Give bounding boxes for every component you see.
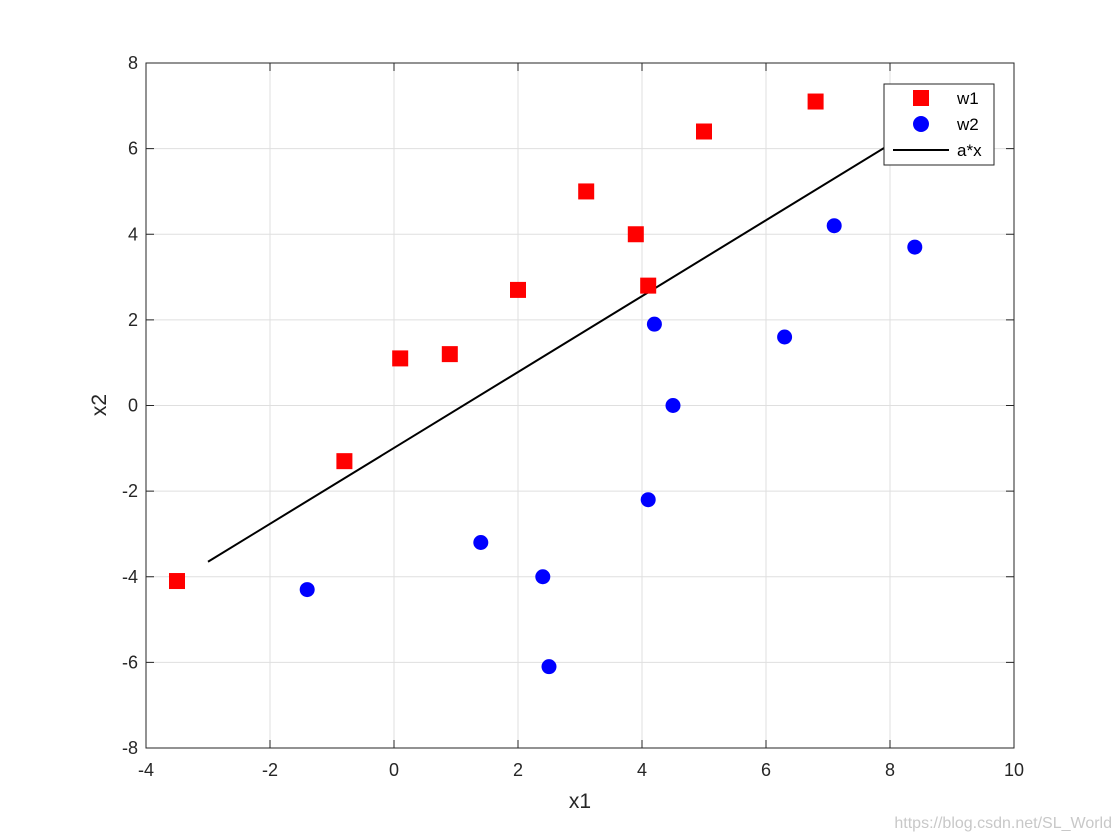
legend: w1 w2 a*x	[883, 83, 995, 166]
data-series	[169, 93, 923, 675]
point-w2	[299, 582, 315, 598]
y-tick-label: -8	[122, 738, 138, 758]
legend-marker-w2	[913, 116, 929, 132]
point-w2	[535, 569, 551, 585]
x-tick-label: 0	[389, 760, 399, 780]
x-tick-label: 2	[513, 760, 523, 780]
point-w1	[696, 123, 712, 140]
point-w2	[473, 535, 489, 550]
point-w1	[169, 573, 185, 590]
watermark: https://blog.csdn.net/SL_World	[894, 815, 1112, 832]
x-tick-label: -4	[138, 760, 154, 780]
point-w2	[640, 492, 656, 508]
legend-marker-w1	[913, 90, 929, 106]
y-tick-label: -2	[122, 481, 138, 501]
point-w2	[646, 316, 662, 332]
legend-label-w1: w1	[956, 89, 979, 108]
legend-label-w2: w2	[956, 115, 979, 134]
point-w1	[392, 350, 409, 367]
x-axis-label: x1	[569, 790, 591, 813]
y-tick-label: 2	[128, 310, 138, 330]
legend-box	[883, 83, 995, 166]
y-tick-label: 8	[128, 53, 138, 73]
point-w1	[510, 281, 526, 298]
point-w2	[541, 659, 557, 675]
x-tick-label: 4	[637, 760, 647, 780]
x-tick-label: 10	[1004, 760, 1024, 780]
x-tick-label: -2	[262, 760, 278, 780]
point-w2	[777, 329, 793, 345]
point-w1	[627, 226, 644, 243]
y-tick-label: 6	[128, 139, 138, 159]
legend-label-line: a*x	[957, 141, 982, 160]
x-tick-label: 8	[885, 760, 895, 780]
point-w2	[826, 218, 842, 234]
axis-ticks: -4 -2 0 2 4 6 8 10 -8 -6 -4 -2 0 2 4 6 8	[122, 53, 1024, 780]
y-tick-label: -4	[122, 567, 138, 587]
y-tick-label: 4	[128, 224, 138, 244]
series-line-a-x	[207, 143, 891, 563]
y-tick-label: 0	[128, 396, 138, 416]
point-w2	[907, 239, 923, 255]
y-tick-label: -6	[122, 652, 138, 672]
point-w1	[578, 183, 595, 200]
point-w1	[807, 93, 824, 110]
point-w1	[441, 346, 458, 363]
x-tick-label: 6	[761, 760, 771, 780]
point-w2	[665, 398, 681, 413]
point-w1	[336, 453, 353, 470]
point-w1	[640, 277, 657, 294]
y-axis-label: x2	[88, 394, 111, 416]
